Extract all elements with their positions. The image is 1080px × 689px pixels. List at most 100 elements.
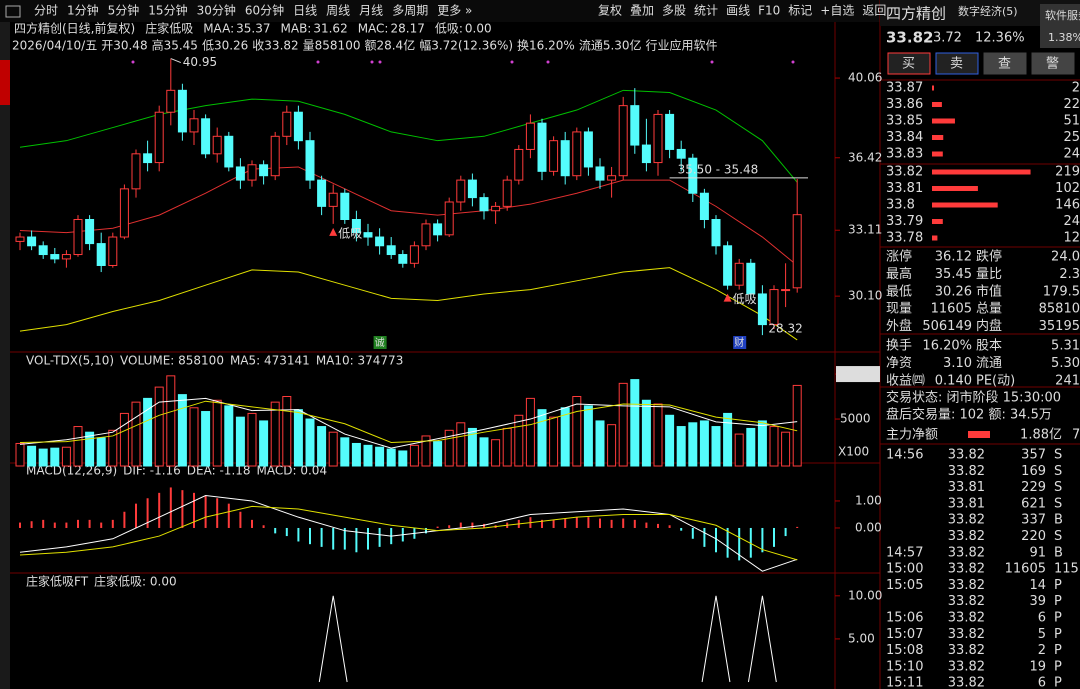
candle-body — [409, 245, 419, 264]
tool-button[interactable]: 叠加 — [630, 4, 654, 18]
trade-flag: B — [1054, 513, 1063, 528]
nav-tab[interactable]: 1分钟 — [67, 3, 99, 18]
trade-price: 33.82 — [948, 545, 985, 560]
high-pointer — [170, 58, 181, 64]
candle-body — [189, 118, 199, 133]
flag-spike — [318, 595, 348, 683]
nav-tab[interactable]: 月线 — [359, 4, 383, 18]
tool-button[interactable]: 返回 — [862, 4, 886, 18]
tool-button[interactable]: 多股 — [662, 4, 686, 18]
legend-item: 庄家低吸FT — [26, 574, 89, 589]
trade-volume: 6 — [1038, 611, 1046, 626]
menu-icon[interactable] — [5, 5, 21, 18]
book-price: 33.82 — [886, 165, 923, 180]
tool-button[interactable]: +自选 — [820, 4, 854, 18]
trade-volume: 14 — [1029, 578, 1046, 593]
stat-label: 跌停 — [976, 249, 1002, 265]
book-price: 33.85 — [886, 114, 923, 129]
trade-flag: 115 — [1054, 562, 1079, 577]
trade-price: 33.81 — [948, 496, 985, 511]
stat-value: 85810 — [1039, 302, 1080, 317]
candle-body — [166, 89, 176, 113]
legend-item: MACD: 0.04 — [257, 464, 328, 478]
volume-bar — [491, 439, 501, 467]
event-box — [733, 336, 747, 349]
tool-button[interactable]: F10 — [758, 4, 780, 18]
candle-body — [351, 219, 361, 234]
trade-button[interactable] — [935, 52, 979, 75]
legend-item: MAC: — [358, 22, 389, 36]
event-box — [373, 336, 387, 349]
book-volume: 219 — [1055, 165, 1080, 180]
candle-body — [433, 223, 443, 236]
nav-tab[interactable]: 周线 — [326, 4, 350, 18]
trade-button[interactable] — [1031, 52, 1075, 75]
volume-bar — [143, 397, 153, 467]
nav-tab[interactable]: 分时 — [34, 4, 58, 18]
stat-value: 11605 — [931, 302, 972, 317]
trade-time: 14:56 — [886, 448, 923, 463]
nav-tab[interactable]: 更多 » — [437, 4, 472, 18]
nav-tab[interactable]: 60分钟 — [245, 3, 284, 18]
volume-bar — [769, 426, 779, 467]
book-bar — [932, 151, 943, 157]
nav-tab[interactable]: 日线 — [293, 4, 317, 18]
info-item: 高35.45 — [152, 38, 198, 53]
candle-body — [375, 236, 385, 247]
tool-button[interactable]: 标记 — [788, 4, 812, 18]
y-tick-label: 36.42 — [848, 150, 882, 164]
trade-price: 33.82 — [948, 513, 985, 528]
book-volume: 102 — [1055, 181, 1080, 196]
tool-button[interactable]: 复权 — [598, 4, 622, 18]
stat-label: 流通 — [976, 356, 1002, 371]
book-bar — [932, 186, 978, 191]
trade-price: 33.82 — [948, 578, 985, 593]
candle-body — [746, 262, 756, 295]
book-price: 33.87 — [886, 81, 923, 96]
candle-body — [119, 188, 129, 238]
book-volume: 2 — [1072, 81, 1080, 96]
trade-time: 15:06 — [886, 611, 923, 626]
top-dots — [131, 60, 795, 64]
tool-button[interactable]: 统计 — [694, 4, 718, 18]
tick-box — [836, 366, 880, 383]
book-volume: 146 — [1055, 198, 1080, 213]
volume-bar — [711, 426, 721, 467]
y-tick-label: 40.06 — [848, 71, 882, 85]
volume-bar — [560, 407, 570, 467]
book-bar — [932, 219, 943, 224]
trade-price: 33.82 — [948, 611, 985, 626]
volume-bar — [641, 399, 651, 467]
candle-body — [444, 201, 454, 236]
legend-item: 庄家低吸: 0.00 — [94, 574, 177, 589]
nav-tab[interactable]: 多周期 — [392, 4, 428, 18]
volume-bar — [166, 375, 176, 467]
nav-tab[interactable]: 5分钟 — [108, 3, 140, 18]
volume-bar — [630, 379, 640, 467]
volume-bar — [96, 437, 106, 467]
nav-tab[interactable]: 15分钟 — [148, 3, 187, 18]
trade-button[interactable] — [983, 52, 1027, 75]
candle-body — [398, 254, 408, 264]
volume-bar — [456, 422, 466, 467]
tool-button[interactable]: 画线 — [726, 4, 750, 18]
trade-button[interactable] — [887, 52, 931, 75]
trade-volume: 5 — [1038, 627, 1046, 642]
trade-time: 15:10 — [886, 659, 923, 674]
book-bar — [932, 235, 938, 241]
volume-bar — [409, 444, 419, 467]
candle-body — [61, 254, 71, 260]
candle-body — [282, 111, 292, 137]
book-bar — [932, 118, 955, 124]
nav-tab[interactable]: 30分钟 — [197, 3, 236, 18]
candle-body — [560, 140, 570, 177]
info-item: 行业应用软件 — [646, 38, 718, 53]
volume-bar — [15, 442, 25, 467]
volume-bar — [189, 407, 199, 467]
volume-bar — [293, 409, 303, 467]
candle-body — [572, 131, 582, 177]
volume-bar — [479, 437, 489, 467]
candle-body — [363, 232, 373, 238]
legend-item: MAB: — [281, 22, 312, 36]
candle-body — [618, 105, 628, 177]
